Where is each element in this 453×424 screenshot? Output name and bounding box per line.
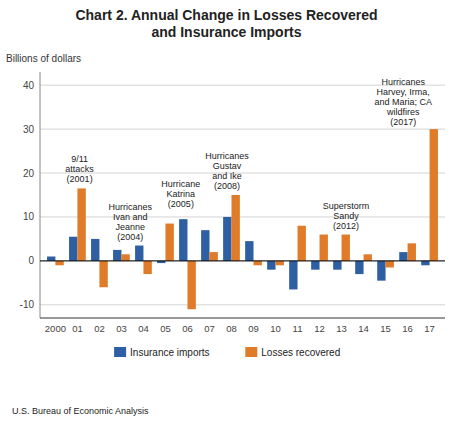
annotation: HurricaneKatrina(2005) bbox=[161, 179, 200, 209]
bar bbox=[408, 243, 416, 261]
bar bbox=[386, 261, 394, 268]
x-tick-label: 15 bbox=[380, 323, 391, 334]
bar bbox=[179, 219, 187, 261]
title: Chart 2. Annual Change in Losses Recover… bbox=[75, 7, 377, 40]
bar bbox=[99, 261, 107, 287]
bar bbox=[143, 261, 151, 274]
legend-label: Losses recovered bbox=[261, 347, 340, 358]
bar bbox=[113, 250, 121, 261]
source: U.S. Bureau of Economic Analysis bbox=[12, 406, 149, 416]
x-tick-label: 17 bbox=[424, 323, 435, 334]
grid-line bbox=[40, 304, 445, 305]
annotation: HurricanesGustavand Ike(2008) bbox=[205, 151, 249, 191]
chart: Chart 2. Annual Change in Losses Recover… bbox=[0, 0, 453, 424]
x-tick-label: 12 bbox=[314, 323, 325, 334]
bar bbox=[254, 261, 262, 265]
grid bbox=[40, 85, 445, 305]
bar bbox=[223, 217, 231, 261]
x-tick-label: 16 bbox=[402, 323, 413, 334]
legend-swatch bbox=[245, 347, 257, 357]
bar bbox=[298, 226, 306, 261]
grid-line bbox=[40, 216, 445, 217]
x-tick-label: 07 bbox=[204, 323, 215, 334]
y-axis-line bbox=[40, 72, 41, 318]
zero-line bbox=[40, 260, 445, 261]
bar bbox=[430, 129, 438, 261]
x-tick-label: 2000 bbox=[45, 323, 66, 334]
bar bbox=[276, 261, 284, 265]
grid-line bbox=[40, 129, 445, 130]
bar bbox=[77, 188, 85, 260]
y-tick-label: -10 bbox=[20, 299, 35, 310]
x-tick-label: 14 bbox=[358, 323, 369, 334]
bar bbox=[201, 230, 209, 261]
bar bbox=[55, 261, 63, 265]
grid-line bbox=[40, 260, 445, 261]
legend-swatch bbox=[114, 347, 126, 357]
grid-line bbox=[40, 173, 445, 174]
x-tick-label: 04 bbox=[138, 323, 149, 334]
bar bbox=[364, 254, 372, 261]
bar bbox=[377, 261, 385, 281]
bar bbox=[267, 261, 275, 270]
bar bbox=[91, 239, 99, 261]
y-tick-label: 20 bbox=[23, 168, 35, 179]
y-tick-label: 40 bbox=[23, 80, 35, 91]
bar bbox=[69, 237, 77, 261]
annotation: SuperstormSandy(2012) bbox=[323, 201, 370, 231]
y-tick-label: 10 bbox=[23, 211, 35, 222]
x-axis-line bbox=[40, 318, 445, 319]
bar bbox=[399, 252, 407, 261]
bar bbox=[311, 261, 319, 270]
x-tick-label: 03 bbox=[116, 323, 127, 334]
bar bbox=[135, 246, 143, 261]
x-tick-label: 08 bbox=[226, 323, 237, 334]
x-tick-label: 05 bbox=[160, 323, 171, 334]
annotation: HurricanesIvan andJeanne(2004) bbox=[108, 202, 152, 242]
bar bbox=[165, 224, 173, 261]
x-tick-label: 02 bbox=[94, 323, 105, 334]
bar bbox=[245, 241, 253, 261]
bar bbox=[333, 261, 341, 270]
legend: Insurance imports Losses recovered bbox=[114, 347, 340, 358]
bar bbox=[47, 257, 55, 261]
legend-label: Insurance imports bbox=[130, 347, 209, 358]
y-tick-label: 30 bbox=[23, 124, 35, 135]
x-tick-label: 09 bbox=[248, 323, 259, 334]
x-tick-label: 06 bbox=[182, 323, 193, 334]
x-tick-label: 10 bbox=[270, 323, 281, 334]
bar bbox=[289, 261, 297, 290]
x-tick-label: 11 bbox=[293, 323, 303, 334]
bar bbox=[187, 261, 195, 309]
bar bbox=[355, 261, 363, 274]
bars bbox=[47, 129, 438, 309]
bar bbox=[342, 235, 350, 261]
bar bbox=[209, 252, 217, 261]
bar bbox=[320, 235, 328, 261]
bar bbox=[121, 254, 129, 261]
bar bbox=[231, 195, 239, 261]
y-tick-label: 0 bbox=[28, 255, 34, 266]
y-axis-label: Billions of dollars bbox=[6, 53, 81, 64]
annotation: 9/11attacks(2001) bbox=[65, 154, 94, 184]
x-tick-label: 01 bbox=[72, 323, 83, 334]
bar bbox=[421, 261, 429, 265]
annotation: HurricanesHarvey, Irma,and Maria; CAwild… bbox=[374, 77, 432, 127]
x-tick-label: 13 bbox=[336, 323, 347, 334]
